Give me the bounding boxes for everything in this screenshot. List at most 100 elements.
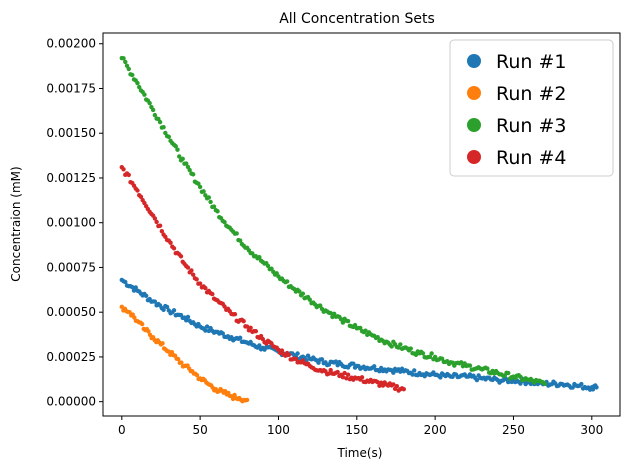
y-tick-label: 0.00150 bbox=[46, 126, 96, 140]
data-point bbox=[164, 304, 170, 310]
x-tick-label: 0 bbox=[118, 423, 126, 437]
data-point bbox=[201, 189, 206, 194]
x-tick-label: 150 bbox=[345, 423, 368, 437]
data-point bbox=[344, 376, 349, 381]
data-point bbox=[123, 279, 128, 285]
data-point bbox=[318, 303, 323, 308]
data-point bbox=[467, 363, 473, 368]
data-point bbox=[485, 366, 490, 371]
x-tick-label: 300 bbox=[580, 423, 603, 437]
data-point bbox=[161, 125, 166, 130]
data-point bbox=[244, 324, 250, 329]
data-point bbox=[137, 84, 142, 90]
data-point bbox=[130, 72, 135, 78]
data-point bbox=[190, 172, 196, 177]
data-point bbox=[215, 209, 220, 214]
data-point bbox=[307, 297, 312, 302]
data-point bbox=[420, 351, 426, 356]
data-point bbox=[293, 356, 299, 362]
data-point bbox=[185, 314, 191, 320]
chart-title: All Concentration Sets bbox=[279, 11, 435, 27]
data-point bbox=[176, 356, 181, 362]
data-point bbox=[208, 199, 213, 205]
data-point bbox=[203, 328, 208, 333]
data-point bbox=[297, 289, 302, 294]
data-point bbox=[203, 285, 208, 291]
series-run-4 bbox=[119, 165, 406, 393]
data-point bbox=[265, 263, 271, 269]
plot-frame bbox=[102, 32, 621, 417]
data-point bbox=[345, 318, 351, 324]
data-point bbox=[166, 134, 171, 140]
data-point bbox=[211, 204, 217, 209]
data-point bbox=[232, 392, 237, 398]
data-point bbox=[237, 335, 243, 340]
data-point bbox=[335, 369, 340, 375]
data-point bbox=[123, 59, 128, 65]
data-point bbox=[232, 311, 238, 317]
y-tick-label: 0.00100 bbox=[46, 216, 96, 230]
data-point bbox=[234, 231, 239, 236]
data-point bbox=[257, 255, 262, 260]
data-point bbox=[459, 360, 464, 365]
data-point bbox=[372, 364, 377, 369]
data-point bbox=[184, 318, 189, 323]
data-point bbox=[427, 354, 433, 360]
data-point bbox=[401, 386, 406, 392]
data-point bbox=[157, 119, 163, 125]
data-point bbox=[180, 156, 185, 162]
data-point bbox=[279, 348, 285, 353]
data-point bbox=[340, 374, 346, 380]
data-point bbox=[121, 167, 126, 172]
data-point bbox=[161, 307, 166, 313]
data-point bbox=[146, 329, 151, 334]
data-point bbox=[333, 359, 339, 364]
data-point bbox=[248, 325, 253, 330]
data-point bbox=[210, 291, 215, 297]
data-point bbox=[159, 229, 165, 234]
data-point bbox=[173, 144, 178, 149]
data-point bbox=[157, 223, 163, 228]
data-point bbox=[394, 383, 400, 389]
data-point bbox=[139, 321, 145, 327]
data-point bbox=[135, 80, 140, 86]
data-point bbox=[138, 194, 144, 200]
data-point bbox=[241, 318, 246, 324]
data-point bbox=[438, 375, 443, 380]
y-tick-label: 0.00200 bbox=[46, 37, 96, 51]
data-point bbox=[147, 100, 152, 106]
plot-area bbox=[119, 55, 599, 404]
data-point bbox=[286, 352, 292, 358]
data-point bbox=[375, 334, 380, 340]
series-run-1 bbox=[119, 277, 599, 392]
data-point bbox=[126, 66, 131, 72]
legend-label: Run #3 bbox=[496, 115, 566, 137]
data-point bbox=[171, 246, 177, 251]
data-point bbox=[189, 268, 194, 273]
data-point bbox=[152, 112, 158, 118]
data-point bbox=[204, 324, 210, 329]
x-tick-label: 50 bbox=[192, 423, 207, 437]
data-point bbox=[160, 341, 165, 346]
x-tick-label: 200 bbox=[424, 423, 447, 437]
legend-label: Run #2 bbox=[496, 83, 566, 105]
data-point bbox=[194, 277, 199, 282]
x-axis: 0 50 100 150 200 250 300 bbox=[118, 416, 603, 437]
x-tick-label: 250 bbox=[502, 423, 525, 437]
data-point bbox=[391, 382, 396, 387]
data-point bbox=[154, 219, 159, 225]
data-point bbox=[197, 184, 203, 190]
data-point bbox=[342, 370, 347, 376]
legend-label: Run #1 bbox=[496, 51, 566, 73]
data-point bbox=[363, 328, 368, 333]
data-point bbox=[359, 375, 365, 380]
y-axis-title: Concentraion (mM) bbox=[9, 166, 23, 281]
data-point bbox=[439, 356, 445, 361]
data-point bbox=[119, 304, 125, 310]
series-run-2 bbox=[119, 304, 250, 404]
data-point bbox=[345, 372, 351, 377]
data-point bbox=[408, 346, 413, 351]
data-point bbox=[358, 325, 363, 331]
data-point bbox=[220, 331, 225, 336]
data-point bbox=[121, 56, 126, 61]
